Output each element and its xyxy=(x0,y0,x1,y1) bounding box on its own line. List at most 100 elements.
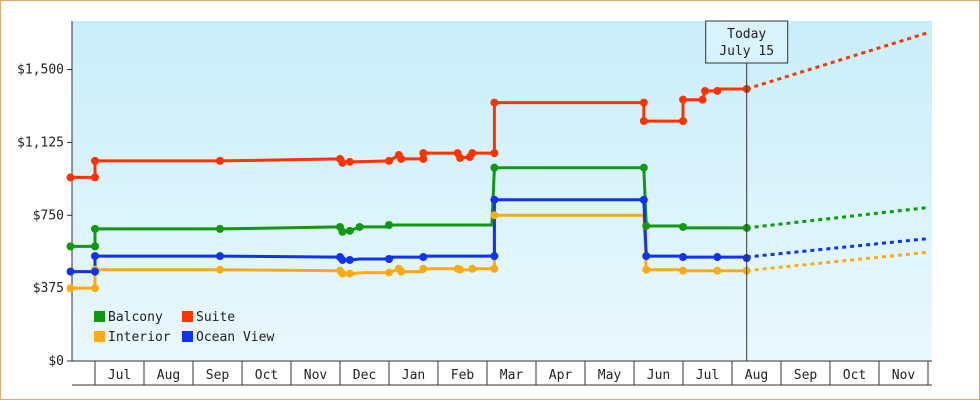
x-tick-label: Mar xyxy=(500,368,524,383)
series-markers xyxy=(66,85,751,293)
data-point xyxy=(713,266,722,275)
legend-swatch xyxy=(94,311,105,322)
x-tick-label: Jun xyxy=(647,368,670,383)
data-point xyxy=(91,224,99,233)
data-point xyxy=(215,252,224,261)
data-point xyxy=(345,255,354,264)
data-point xyxy=(490,149,499,158)
data-point xyxy=(642,252,651,261)
data-point xyxy=(468,264,477,273)
y-tick-label: $1,500 xyxy=(17,63,64,78)
x-tick-label: Aug xyxy=(745,368,768,383)
data-point xyxy=(66,242,75,251)
legend-swatch xyxy=(94,331,105,342)
data-point xyxy=(91,173,99,182)
x-tick-label: Nov xyxy=(892,368,916,383)
data-point xyxy=(679,266,687,275)
data-point xyxy=(713,253,722,262)
x-tick-label: Jul xyxy=(696,368,719,383)
data-point xyxy=(215,156,224,165)
data-point xyxy=(338,227,347,236)
data-point xyxy=(345,157,354,166)
legend-swatch xyxy=(182,331,193,342)
data-point xyxy=(385,221,393,229)
legend-label: Interior xyxy=(108,330,171,345)
legend-label: Balcony xyxy=(108,310,163,325)
data-point xyxy=(490,195,499,204)
x-tick-label: Sep xyxy=(206,368,230,383)
legend-label: Suite xyxy=(196,310,235,325)
data-point xyxy=(490,252,499,261)
data-point xyxy=(66,284,75,293)
data-point xyxy=(679,222,687,231)
x-tick-label: Jan xyxy=(402,368,425,383)
today-marker: Today July 15 xyxy=(705,20,789,361)
today-box xyxy=(705,20,789,64)
data-point xyxy=(490,163,499,172)
y-tick-label: $0 xyxy=(48,354,64,369)
plot-background xyxy=(72,21,932,361)
data-point xyxy=(397,154,406,163)
data-point xyxy=(639,163,648,172)
data-point xyxy=(679,253,687,262)
forecast-line-balcony xyxy=(746,206,929,230)
data-point xyxy=(91,284,99,293)
x-tick-label: Apr xyxy=(549,368,573,383)
data-point xyxy=(713,86,722,95)
data-point xyxy=(345,226,354,235)
data-point xyxy=(490,264,499,273)
x-tick-label: Oct xyxy=(843,368,866,383)
forecast-line-interior xyxy=(746,250,929,273)
x-tick-label: Nov xyxy=(304,368,328,383)
forecast-line-ocean-view xyxy=(746,237,929,259)
data-point xyxy=(345,269,354,278)
x-tick-label: Feb xyxy=(451,368,475,383)
data-point xyxy=(639,98,648,107)
data-point xyxy=(419,253,428,262)
data-point xyxy=(91,242,99,251)
data-point xyxy=(397,267,406,276)
data-point xyxy=(639,195,648,204)
legend: Balcony Suite Interior Ocean View xyxy=(94,310,274,345)
x-tick-label: Aug xyxy=(157,368,180,383)
data-point xyxy=(698,95,707,104)
x-tick-label: Jul xyxy=(108,368,131,383)
x-tick-label: May xyxy=(598,368,622,383)
data-point xyxy=(468,149,477,158)
data-point xyxy=(338,255,347,264)
data-point xyxy=(385,268,393,277)
legend-label: Ocean View xyxy=(196,330,274,345)
data-point xyxy=(338,158,347,167)
data-point xyxy=(91,267,99,276)
axes: $0 $375 $750 $1,125 $1,500 Jul Aug Sep Oct Nov Dec… xyxy=(17,21,932,386)
y-tick-label: $375 xyxy=(33,281,64,296)
data-point xyxy=(419,264,428,273)
data-point xyxy=(419,149,428,158)
data-point xyxy=(456,265,465,274)
y-tick-label: $750 xyxy=(33,208,64,223)
x-tick-label: Oct xyxy=(255,368,278,383)
data-point xyxy=(355,222,364,231)
data-point xyxy=(419,154,428,163)
data-point xyxy=(490,211,499,220)
data-point xyxy=(66,267,75,276)
data-point xyxy=(91,252,99,261)
data-point xyxy=(385,156,393,165)
x-tick-label: Dec xyxy=(353,368,376,383)
data-point xyxy=(679,117,687,126)
data-point xyxy=(456,153,465,162)
data-point xyxy=(215,265,224,274)
data-point xyxy=(642,221,651,230)
data-point xyxy=(642,265,651,274)
data-point xyxy=(679,95,687,104)
data-point xyxy=(91,156,99,165)
data-point xyxy=(215,224,224,233)
data-point xyxy=(338,269,347,278)
today-label: Today xyxy=(727,27,766,42)
data-point xyxy=(66,173,75,182)
data-point xyxy=(385,255,393,263)
data-point xyxy=(701,86,710,95)
y-tick-label: $1,125 xyxy=(17,135,64,150)
